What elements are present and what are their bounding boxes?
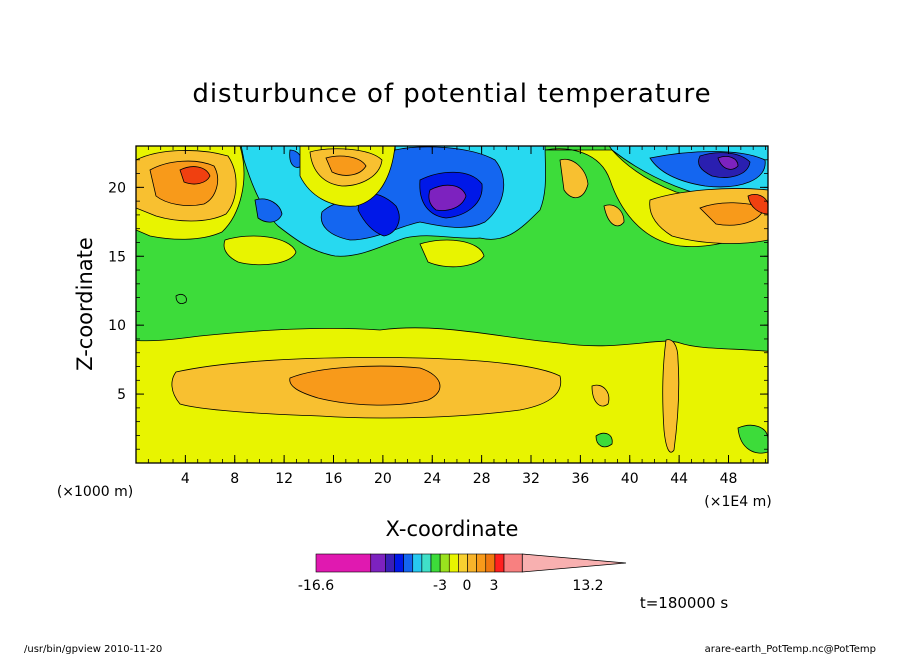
colorbar-swatch-4 [403, 553, 414, 573]
x-tick-label-6: 28 [473, 471, 491, 487]
heatmap-plot-area [136, 146, 768, 463]
x-axis-ticks: 4 8 12 16 20 24 28 32 36 40 44 48 [147, 146, 766, 487]
field-orange-upper-5 [559, 158, 589, 198]
colorbar-swatch-8 [439, 553, 450, 573]
field-red-upper [179, 166, 211, 185]
colorbar-swatch-14 [494, 553, 505, 573]
field-purple-1 [428, 184, 467, 211]
colorbar-arrow [521, 553, 627, 573]
y-tick-label-1: 10 [108, 318, 126, 334]
chart-title: disturbunce of potential temperature [192, 79, 711, 109]
colorbar-swatch-15 [503, 553, 523, 573]
time-label: t=180000 s [640, 594, 728, 612]
field-green-speck-3 [175, 294, 187, 304]
x-tick-label-11: 48 [720, 471, 738, 487]
field-purple-2 [717, 156, 739, 170]
x-tick-label-4: 20 [374, 471, 392, 487]
field-yellow-upper-2 [419, 239, 485, 268]
colorbar-swatch-12 [476, 553, 487, 573]
colorbar [315, 553, 627, 573]
field-lower-orange-core [289, 365, 441, 406]
y-axis-label: Z-coordinate [73, 237, 97, 371]
footer-left: /usr/bin/gpview 2010-11-20 [24, 644, 162, 654]
field-orange-upper-2 [149, 160, 218, 206]
y-tick-label-0: 5 [117, 387, 126, 403]
field-plume [662, 339, 680, 453]
field-orange-upper-4 [325, 155, 367, 176]
field-orange-upper-8 [603, 204, 625, 227]
colorbar-swatch-3 [394, 553, 404, 573]
x-axis-label: X-coordinate [386, 517, 519, 541]
colorbar-swatch-11 [467, 553, 477, 573]
x-tick-label-0: 4 [181, 471, 190, 487]
field-yellow-upper-1 [223, 235, 297, 266]
x-tick-label-8: 36 [571, 471, 589, 487]
y-tick-label-2: 15 [108, 249, 126, 265]
x-tick-label-9: 40 [621, 471, 639, 487]
y-tick-label-3: 20 [108, 180, 126, 196]
field-red-upper-2 [747, 194, 768, 215]
colorbar-swatch-2 [385, 553, 395, 573]
field-green-speck-2 [737, 424, 768, 454]
field-navy-1 [357, 193, 400, 237]
plot-frame [135, 145, 769, 464]
colorbar-swatch-13 [485, 553, 496, 573]
field-orange-speck-right [591, 384, 610, 407]
colorbar-max-label: 13.2 [572, 578, 603, 594]
colorbar-swatch-6 [421, 553, 432, 573]
x-tick-label-7: 32 [522, 471, 540, 487]
y-axis-ticks: 5 10 15 20 [108, 159, 768, 450]
colorbar-swatch-1 [370, 553, 386, 573]
x-tick-label-10: 44 [670, 471, 688, 487]
x-tick-label-2: 12 [275, 471, 293, 487]
colorbar-min-label: -16.6 [298, 578, 334, 594]
x-scale-note: (×1E4 m) [704, 494, 771, 510]
colorbar-swatch-10 [458, 553, 468, 573]
colorbar-swatch-5 [412, 553, 423, 573]
x-tick-label-1: 8 [230, 471, 239, 487]
x-tick-label-3: 16 [325, 471, 343, 487]
colorbar-mid-label-3: 3 [490, 578, 499, 594]
colorbar-mid-label-2: 0 [463, 578, 472, 594]
footer-right: arare-earth_PotTemp.nc@PotTemp [705, 644, 876, 654]
field-blue-2 [254, 198, 283, 223]
x-unit-note: (×1000 m) [57, 484, 133, 500]
colorbar-mid-label-1: -3 [433, 578, 447, 594]
field-green-speck-1 [595, 432, 613, 448]
colorbar-swatch-9 [448, 553, 459, 573]
colorbar-swatch-0 [315, 553, 372, 573]
x-tick-label-5: 24 [423, 471, 441, 487]
colorbar-swatch-7 [430, 553, 441, 573]
